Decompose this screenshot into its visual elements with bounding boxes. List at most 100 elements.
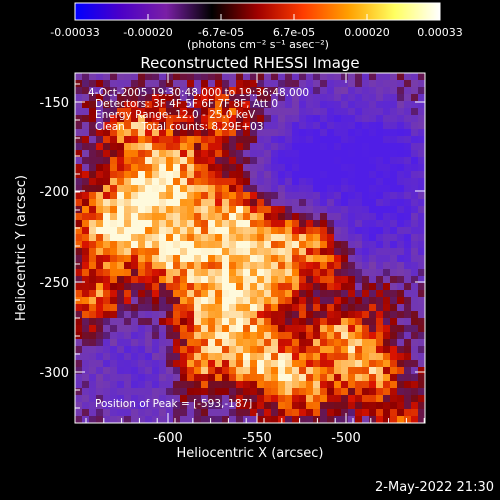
heatmap-pixel — [243, 339, 250, 346]
heatmap-pixel — [166, 73, 173, 80]
heatmap-pixel — [110, 143, 117, 150]
heatmap-pixel — [313, 171, 320, 178]
heatmap-pixel — [390, 255, 397, 262]
heatmap-pixel — [299, 353, 306, 360]
heatmap-pixel — [117, 101, 124, 108]
heatmap-pixel — [292, 276, 299, 283]
heatmap-pixel — [110, 339, 117, 346]
heatmap-pixel — [75, 416, 82, 423]
heatmap-pixel — [75, 199, 82, 206]
heatmap-pixel — [362, 290, 369, 297]
heatmap-pixel — [250, 269, 257, 276]
heatmap-pixel — [215, 248, 222, 255]
heatmap-pixel — [117, 122, 124, 129]
heatmap-pixel — [369, 325, 376, 332]
heatmap-pixel — [397, 129, 404, 136]
heatmap-pixel — [152, 248, 159, 255]
heatmap-pixel — [264, 325, 271, 332]
heatmap-pixel — [229, 339, 236, 346]
heatmap-pixel — [299, 332, 306, 339]
heatmap-pixel — [222, 185, 229, 192]
heatmap-pixel — [215, 297, 222, 304]
heatmap-pixel — [117, 192, 124, 199]
heatmap-pixel — [306, 304, 313, 311]
heatmap-pixel — [131, 241, 138, 248]
heatmap-pixel — [236, 157, 243, 164]
heatmap-pixel — [117, 136, 124, 143]
heatmap-pixel — [362, 199, 369, 206]
heatmap-pixel — [187, 80, 194, 87]
info-line-energy: Energy Range: 12.0 - 25.0 keV — [95, 109, 256, 121]
heatmap-pixel — [159, 227, 166, 234]
heatmap-pixel — [124, 297, 131, 304]
heatmap-pixel — [341, 276, 348, 283]
heatmap-pixel — [229, 318, 236, 325]
heatmap-pixel — [201, 234, 208, 241]
heatmap-pixel — [264, 220, 271, 227]
heatmap-pixel — [299, 311, 306, 318]
heatmap-pixel — [369, 290, 376, 297]
heatmap-pixel — [103, 311, 110, 318]
heatmap-pixel — [124, 171, 131, 178]
heatmap-pixel — [75, 87, 82, 94]
heatmap-pixel — [250, 241, 257, 248]
heatmap-pixel — [397, 87, 404, 94]
heatmap-pixel — [285, 339, 292, 346]
heatmap-pixel — [404, 157, 411, 164]
heatmap-pixel — [173, 80, 180, 87]
heatmap-pixel — [418, 248, 425, 255]
heatmap-pixel — [96, 290, 103, 297]
heatmap-pixel — [313, 416, 320, 423]
heatmap-pixel — [131, 409, 138, 416]
heatmap-pixel — [145, 143, 152, 150]
heatmap-pixel — [75, 185, 82, 192]
heatmap-pixel — [369, 150, 376, 157]
heatmap-pixel — [418, 108, 425, 115]
heatmap-pixel — [404, 325, 411, 332]
heatmap-pixel — [166, 227, 173, 234]
heatmap-pixel — [278, 325, 285, 332]
heatmap-pixel — [103, 395, 110, 402]
heatmap-pixel — [383, 402, 390, 409]
heatmap-pixel — [376, 283, 383, 290]
heatmap-pixel — [320, 185, 327, 192]
heatmap-pixel — [306, 255, 313, 262]
heatmap-pixel — [187, 185, 194, 192]
heatmap-pixel — [390, 332, 397, 339]
heatmap-pixel — [236, 136, 243, 143]
heatmap-pixel — [299, 283, 306, 290]
heatmap-pixel — [390, 353, 397, 360]
heatmap-pixel — [341, 360, 348, 367]
heatmap-pixel — [292, 325, 299, 332]
heatmap-pixel — [397, 150, 404, 157]
heatmap-pixel — [117, 199, 124, 206]
heatmap-pixel — [201, 311, 208, 318]
heatmap-pixel — [187, 276, 194, 283]
heatmap-pixel — [131, 171, 138, 178]
heatmap-pixel — [383, 255, 390, 262]
heatmap-pixel — [390, 318, 397, 325]
heatmap-pixel — [411, 178, 418, 185]
heatmap-pixel — [82, 346, 89, 353]
heatmap-pixel — [383, 234, 390, 241]
heatmap-pixel — [278, 353, 285, 360]
heatmap-pixel — [117, 311, 124, 318]
heatmap-pixel — [418, 94, 425, 101]
heatmap-pixel — [117, 213, 124, 220]
heatmap-pixel — [215, 101, 222, 108]
heatmap-pixel — [229, 248, 236, 255]
heatmap-pixel — [348, 73, 355, 80]
heatmap-pixel — [257, 136, 264, 143]
heatmap-pixel — [152, 360, 159, 367]
heatmap-pixel — [82, 150, 89, 157]
heatmap-pixel — [89, 297, 96, 304]
heatmap-pixel — [243, 311, 250, 318]
heatmap-pixel — [117, 374, 124, 381]
heatmap-pixel — [215, 94, 222, 101]
heatmap-pixel — [243, 178, 250, 185]
heatmap-pixel — [131, 220, 138, 227]
heatmap-pixel — [124, 227, 131, 234]
heatmap-pixel — [390, 171, 397, 178]
heatmap-pixel — [404, 269, 411, 276]
heatmap-pixel — [117, 115, 124, 122]
